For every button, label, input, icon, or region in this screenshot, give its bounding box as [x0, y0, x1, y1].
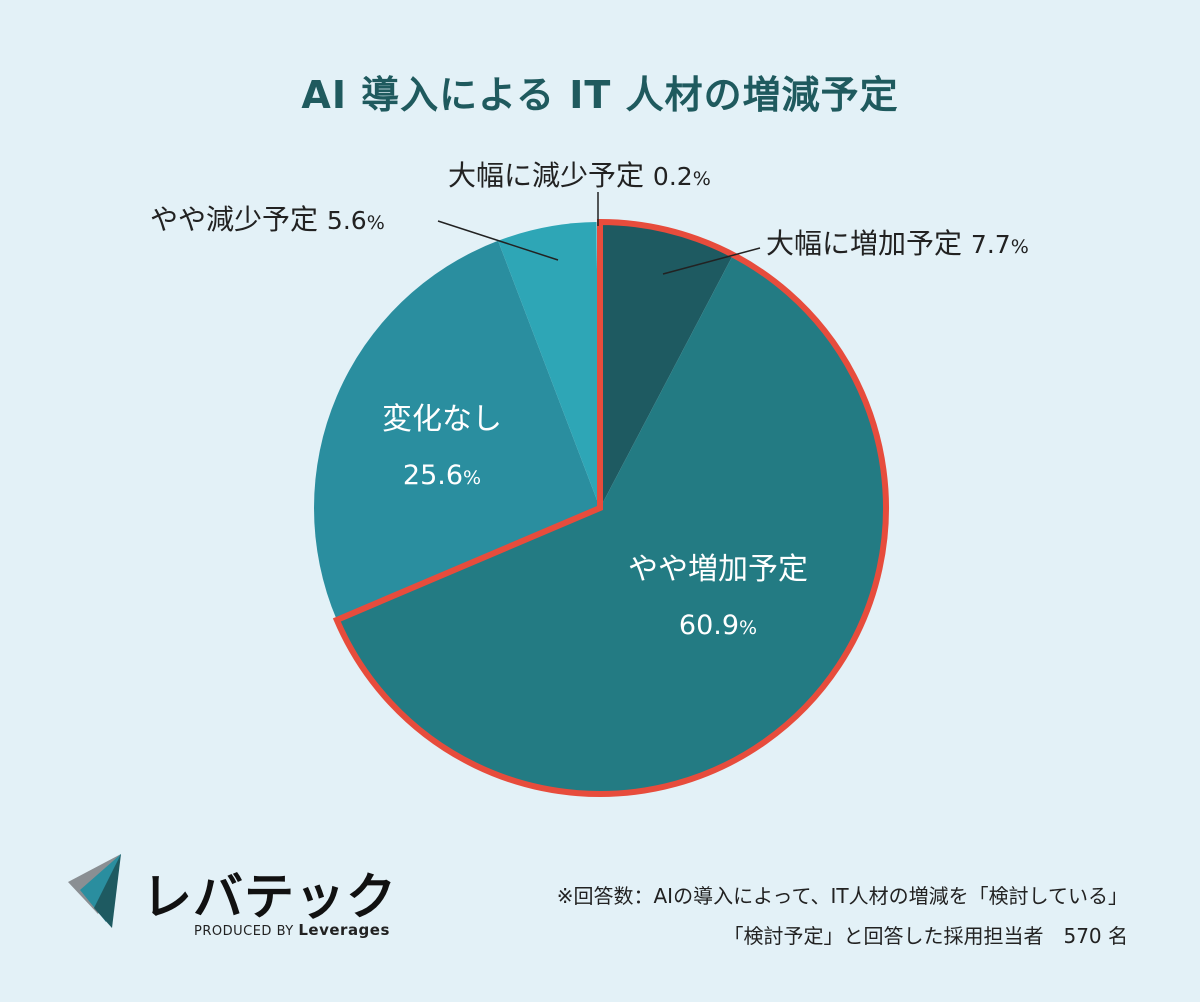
produced-by: PRODUCED BY Leverages [194, 921, 390, 939]
label-pct: 5.6 [326, 206, 367, 235]
label-pct: 60.9 [678, 610, 740, 641]
label-unit: % [463, 467, 482, 489]
pie-slice-1 [336, 254, 886, 794]
pie-slice-2 [313, 240, 600, 620]
leader-line-large-increase [662, 247, 761, 275]
chart-title: AI 導入による IT 人材の増減予定 [301, 73, 899, 117]
label-unit: % [739, 617, 758, 639]
levtech-logo-mark [68, 854, 121, 928]
levtech-wordmark: レバテック [142, 868, 397, 926]
label-pct: 0.2 [652, 162, 693, 191]
label-slight-decrease: やや減少予定 5.6% [150, 198, 385, 238]
produced-by-text: PRODUCED BY [194, 924, 294, 939]
label-unit: % [692, 168, 711, 190]
label-name: 大幅に減少予定 [448, 159, 645, 192]
leader-line-slight-decrease [437, 220, 559, 261]
label-large-decrease: 大幅に減少予定 0.2% [448, 154, 711, 194]
label-large-increase: 大幅に増加予定 7.7% [766, 222, 1029, 262]
label-name: 変化なし [382, 402, 502, 437]
highlight-outline [332, 218, 889, 797]
label-pct: 25.6 [402, 460, 464, 491]
label-unit: % [366, 212, 385, 234]
label-name: やや減少予定 [150, 203, 319, 236]
label-unit: % [1010, 236, 1029, 258]
label-no-change: 変化なし 25.6% [352, 394, 532, 491]
company-name: Leverages [298, 921, 390, 939]
footnote-line-2: 「検討予定」と回答した採用担当者 570 名 [723, 924, 1128, 948]
pie-slice-3 [498, 222, 600, 508]
label-name: 大幅に増加予定 [766, 227, 963, 260]
label-pct: 7.7 [970, 230, 1011, 259]
footnote: ※回答数：AIの導入によって、IT人材の増減を「検討している」 「検討予定」と回… [557, 876, 1128, 956]
pie-slice-0 [600, 222, 734, 508]
label-slight-increase: やや増加予定 60.9% [598, 544, 838, 641]
footnote-line-1: ※回答数：AIの導入によって、IT人材の増減を「検討している」 [556, 884, 1128, 908]
label-name: やや増加予定 [628, 552, 808, 587]
